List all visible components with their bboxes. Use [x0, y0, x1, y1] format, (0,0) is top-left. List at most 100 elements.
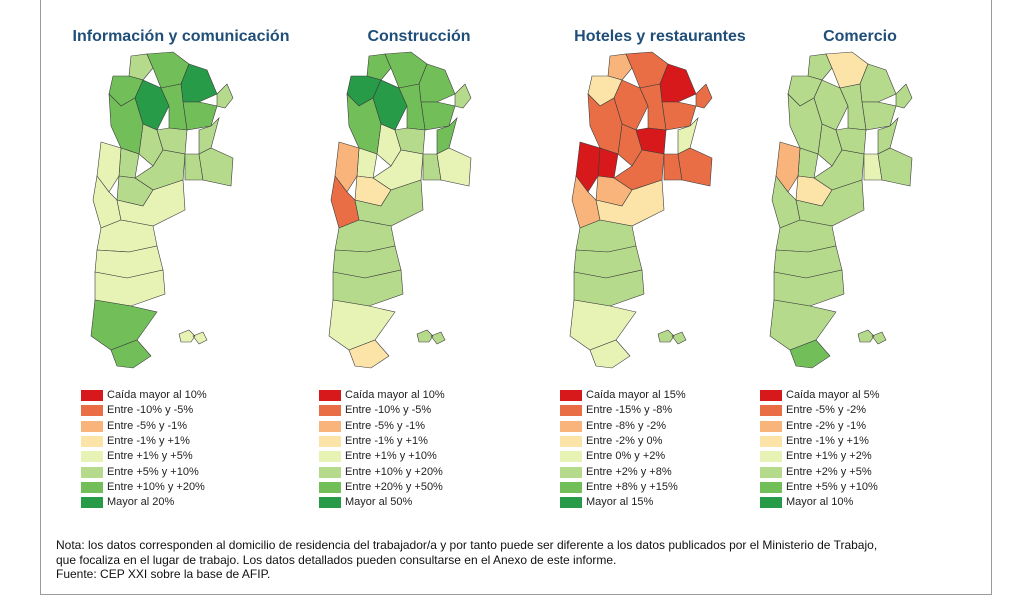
province-region: [635, 127, 667, 155]
legend-label: Entre -1% y +1%: [786, 434, 869, 447]
legend-swatch: [81, 405, 103, 417]
province-region: [835, 127, 867, 155]
province-region: [607, 53, 633, 81]
province-region: [895, 83, 913, 109]
province-region: [366, 53, 392, 81]
legend-swatch: [760, 435, 782, 447]
legend-label: Entre -15% y -8%: [586, 404, 673, 417]
legend-label: Entre -2% y -1%: [786, 419, 867, 432]
province-region: [775, 141, 801, 193]
legend-label: Entre 0% y +2%: [586, 450, 666, 463]
legend-swatch: [81, 497, 103, 509]
legend-swatch: [760, 481, 782, 493]
legend-label: Mayor al 50%: [345, 496, 413, 509]
map-panel-hoteles: Hoteles y restaurantes Caída mayor al 15…: [540, 0, 780, 520]
legend-label: Mayor al 20%: [107, 496, 175, 509]
province-region: [96, 141, 122, 193]
legend-swatch: [319, 435, 341, 447]
panel-title: Hoteles y restaurantes: [574, 28, 746, 45]
legend-swatch: [81, 435, 103, 447]
legend-label: Entre +2% y +5%: [786, 465, 872, 478]
legend-swatch: [319, 466, 341, 478]
province-region: [877, 147, 913, 187]
legend-swatch: [319, 497, 341, 509]
province-region: [418, 63, 456, 103]
map-panel-informacion: Información y comunicación Caída mayor a…: [61, 0, 301, 520]
legend-label: Entre +1% y +10%: [345, 450, 437, 463]
legend-swatch: [319, 481, 341, 493]
panel-title: Información y comunicación: [72, 28, 290, 45]
province-region: [334, 141, 360, 193]
legend-swatch: [81, 420, 103, 432]
choropleth-map: [769, 51, 913, 369]
legend-swatch: [81, 481, 103, 493]
legend-swatch: [319, 420, 341, 432]
legend-swatch: [81, 451, 103, 463]
legend-label: Entre -1% y +1%: [107, 434, 190, 447]
province-region: [346, 93, 382, 155]
legend-swatch: [81, 390, 103, 401]
legend-swatch: [560, 497, 582, 509]
figure-frame: [40, 0, 992, 595]
province-region: [877, 116, 899, 155]
legend-swatch: [760, 390, 782, 401]
legend-label: Caída mayor al 15%: [586, 389, 686, 401]
province-region: [394, 127, 426, 155]
legend-label: Entre -8% y -2%: [586, 419, 667, 432]
legend-swatch: [560, 435, 582, 447]
legend-label: Caída mayor al 10%: [345, 389, 445, 401]
legend-swatch: [760, 451, 782, 463]
province-region: [575, 141, 601, 193]
legend-label: Entre -5% y -2%: [786, 404, 867, 417]
legend-label: Entre +10% y +20%: [345, 465, 443, 478]
legend-swatch: [319, 390, 341, 401]
province-region: [807, 53, 833, 81]
legend-label: Entre +10% y +20%: [107, 480, 205, 493]
legend-swatch: [319, 451, 341, 463]
province-region: [587, 93, 623, 155]
province-region: [769, 299, 837, 351]
legend-label: Entre +2% y +8%: [586, 465, 672, 478]
islands-region: [416, 329, 446, 345]
legend-swatch: [560, 451, 582, 463]
legend-label: Entre -5% y -1%: [345, 419, 426, 432]
legend-swatch: [560, 390, 582, 401]
province-region: [589, 339, 631, 369]
legend-label: Entre -10% y -5%: [107, 404, 194, 417]
province-region: [110, 339, 152, 369]
legend-label: Entre +20% y +50%: [345, 480, 443, 493]
legend-swatch: [760, 420, 782, 432]
legend-swatch: [760, 497, 782, 509]
legend-label: Entre -2% y 0%: [586, 434, 663, 447]
legend-swatch: [560, 420, 582, 432]
province-region: [436, 147, 472, 187]
legend-label: Entre +5% y +10%: [786, 480, 878, 493]
legend-swatch: [81, 466, 103, 478]
province-region: [216, 83, 234, 109]
islands-region: [178, 329, 208, 345]
choropleth-map: [90, 51, 234, 369]
footnote: Nota: los datos corresponden al domicili…: [56, 538, 981, 582]
province-region: [677, 147, 713, 187]
province-region: [859, 63, 897, 103]
legend-swatch: [560, 405, 582, 417]
legend-label: Mayor al 15%: [586, 496, 654, 509]
note-line: Nota: los datos corresponden al domicili…: [56, 538, 878, 552]
province-region: [787, 93, 823, 155]
choropleth-map: [328, 51, 472, 369]
legend-label: Caída mayor al 10%: [107, 389, 207, 401]
legend-label: Entre -10% y -5%: [345, 404, 432, 417]
panel-title: Construcción: [367, 28, 471, 45]
province-region: [198, 147, 234, 187]
province-region: [436, 116, 458, 155]
province-region: [180, 63, 218, 103]
choropleth-map: [569, 51, 713, 369]
islands-region: [857, 329, 887, 345]
panel-title: Comercio: [823, 28, 897, 45]
note-line: Fuente: CEP XXI sobre la base de AFIP.: [56, 567, 271, 581]
note-line: que focaliza en el lugar de trabajo. Los…: [56, 552, 617, 567]
province-region: [454, 83, 472, 109]
province-region: [659, 63, 697, 103]
legend-label: Mayor al 10%: [786, 496, 854, 509]
map-panel-comercio: Comercio Caída mayor al 5% Entre -5% y -2…: [740, 0, 980, 520]
